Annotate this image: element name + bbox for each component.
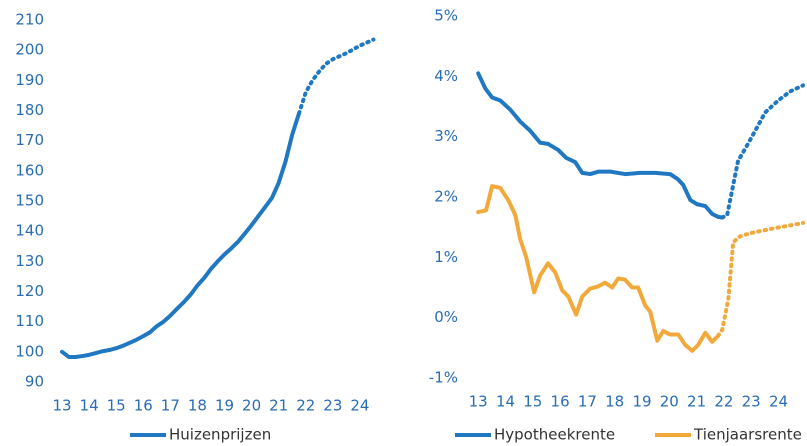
line-solid (476, 184, 721, 353)
y-tick-label: 120 (15, 282, 44, 300)
y-tick-label: 1% (434, 248, 458, 266)
x-tick-label: 19 (632, 393, 651, 411)
x-tick-label: 14 (496, 393, 515, 411)
y-tick-label: -1% (429, 369, 458, 387)
x-tick-label: 17 (161, 397, 180, 415)
legend-label: Huizenprijzen (169, 426, 271, 444)
x-tick-label: 15 (107, 397, 126, 415)
line-forecast (296, 37, 376, 116)
x-tick-label: 21 (269, 397, 288, 415)
x-tick-label: 22 (296, 397, 315, 415)
line-forecast (716, 220, 806, 338)
y-tick-label: 190 (15, 71, 44, 89)
line-solid (476, 71, 725, 220)
y-tick-label: 90 (25, 373, 44, 391)
x-tick-label: 23 (323, 397, 342, 415)
y-tick-label: 4% (434, 67, 458, 85)
legend-label: Tienjaarsrente (693, 426, 802, 444)
x-tick-label: 20 (660, 393, 679, 411)
x-tick-label: 16 (551, 393, 570, 411)
line-forecast (720, 83, 806, 220)
x-tick-label: 19 (215, 397, 234, 415)
legend-label: Hypotheekrente (494, 426, 615, 444)
y-tick-label: 160 (15, 161, 44, 179)
x-tick-label: 13 (469, 393, 488, 411)
x-tick-label: 20 (242, 397, 261, 415)
x-tick-label: 14 (80, 397, 99, 415)
x-tick-label: 17 (578, 393, 597, 411)
x-tick-label: 24 (769, 393, 788, 411)
y-tick-label: 150 (15, 192, 44, 210)
line-solid (60, 111, 301, 359)
y-tick-label: 180 (15, 101, 44, 119)
y-tick-label: 130 (15, 252, 44, 270)
y-tick-label: 140 (15, 222, 44, 240)
y-tick-label: 110 (15, 312, 44, 330)
y-tick-label: 2% (434, 188, 458, 206)
x-tick-label: 23 (742, 393, 761, 411)
y-tick-label: 170 (15, 131, 44, 149)
x-tick-label: 21 (687, 393, 706, 411)
x-tick-label: 22 (714, 393, 733, 411)
x-tick-label: 16 (134, 397, 153, 415)
y-tick-label: 5% (434, 7, 458, 25)
x-tick-label: 15 (523, 393, 542, 411)
x-tick-label: 13 (52, 397, 71, 415)
y-tick-label: 3% (434, 127, 458, 145)
x-tick-label: 18 (188, 397, 207, 415)
x-tick-label: 18 (605, 393, 624, 411)
y-tick-label: 100 (15, 342, 44, 360)
x-tick-label: 24 (350, 397, 369, 415)
y-tick-label: 0% (434, 308, 458, 326)
y-tick-label: 210 (15, 11, 44, 29)
y-tick-label: 200 (15, 41, 44, 59)
